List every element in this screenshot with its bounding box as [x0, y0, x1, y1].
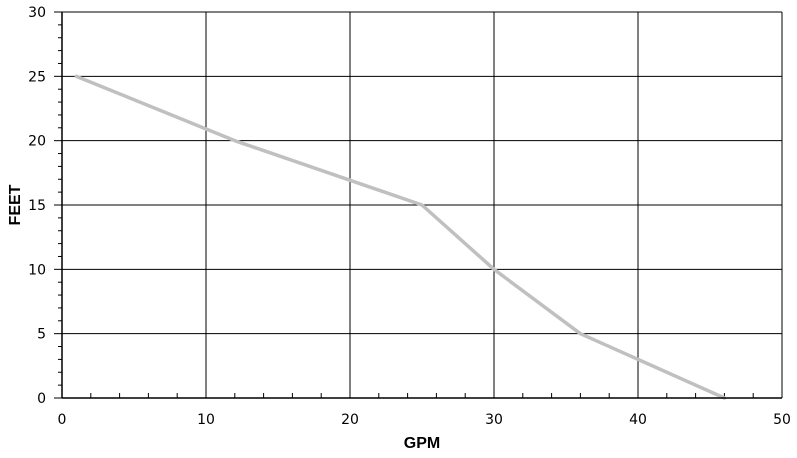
- x-tick-label: 50: [773, 412, 791, 428]
- x-tick-label: 30: [485, 412, 503, 428]
- y-tick-label: 30: [28, 5, 46, 21]
- x-tick-label: 20: [341, 412, 359, 428]
- y-tick-label: 10: [28, 262, 46, 278]
- y-tick-label: 5: [37, 327, 46, 343]
- y-tick-label: 20: [28, 134, 46, 150]
- x-axis-title: GPM: [404, 435, 440, 452]
- y-tick-labels: 0 5 10 15 20 25 30: [28, 5, 46, 407]
- x-tick-label: 40: [629, 412, 647, 428]
- x-tick-label: 0: [58, 412, 67, 428]
- x-tick-labels: 0 10 20 30 40 50: [58, 412, 791, 428]
- y-tick-label: 0: [37, 391, 46, 407]
- y-tick-label: 15: [28, 198, 46, 214]
- x-tick-label: 10: [197, 412, 215, 428]
- y-axis-title: FEET: [7, 184, 24, 225]
- y-tick-label: 25: [28, 69, 46, 85]
